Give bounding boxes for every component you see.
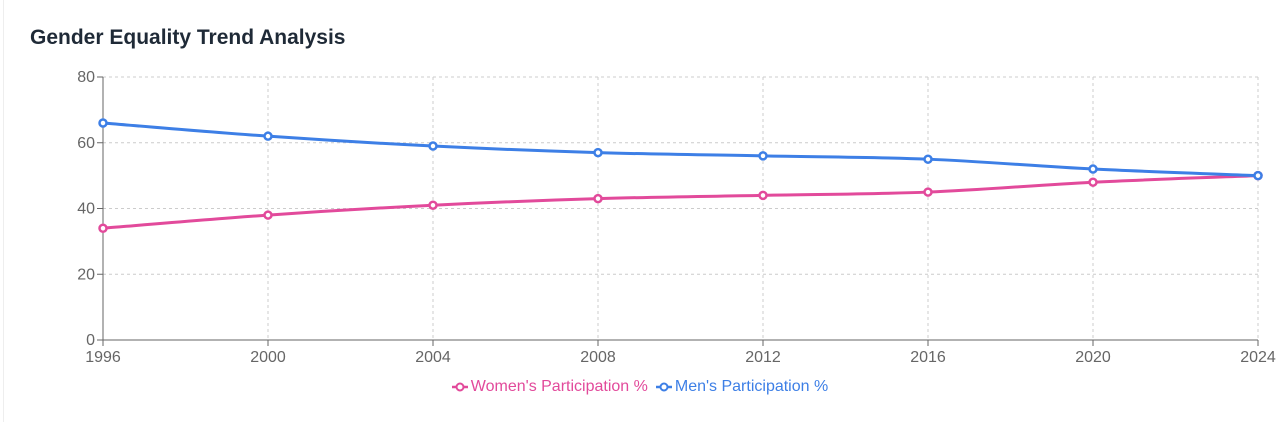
data-point <box>428 141 438 151</box>
y-tick-label: 40 <box>77 201 95 218</box>
series-line-0 <box>102 174 1259 230</box>
data-point <box>923 154 933 164</box>
legend-label: Women's Participation % <box>470 378 648 395</box>
legend-label: Men's Participation % <box>674 378 829 395</box>
series-group <box>98 118 1263 233</box>
data-point <box>593 147 603 158</box>
chart-card <box>4 0 1280 422</box>
y-tick-label: 20 <box>77 266 95 283</box>
data-point <box>263 131 273 141</box>
tick-labels: 0 20 40 60 80 1996 2000 2004 2008 2012 2016 2020 202… <box>77 69 1276 366</box>
x-tick-label: 2000 <box>250 349 286 366</box>
data-point <box>428 200 438 210</box>
data-point <box>1088 164 1098 174</box>
chart-title: Gender Equality Trend Analysis <box>30 26 346 49</box>
legend-line-marker-icon <box>655 382 672 392</box>
data-point <box>923 187 933 197</box>
data-point <box>593 193 603 204</box>
y-tick-label: 0 <box>86 332 95 349</box>
y-tick-label: 60 <box>77 135 95 152</box>
x-tick-label: 2016 <box>910 349 946 366</box>
axes <box>97 76 1259 346</box>
data-point <box>758 190 768 201</box>
series-line-1 <box>102 121 1259 178</box>
data-point <box>98 118 108 128</box>
legend-line-marker-icon <box>451 382 468 392</box>
grid <box>103 76 1259 340</box>
y-tick-label: 80 <box>77 69 95 86</box>
data-point <box>98 223 108 233</box>
legend: Women's Participation % Men's Participati… <box>0 378 1280 399</box>
x-tick-label: 2008 <box>580 349 616 366</box>
data-point <box>1253 170 1263 181</box>
legend-item-0[interactable]: Women's Participation % <box>451 378 648 396</box>
data-point <box>758 151 768 161</box>
data-point <box>263 210 273 220</box>
x-tick-label: 2012 <box>745 349 781 366</box>
data-point <box>1088 177 1098 187</box>
x-tick-label: 2020 <box>1075 349 1111 366</box>
legend-item-1[interactable]: Men's Participation % <box>655 378 829 396</box>
x-tick-label: 2004 <box>415 349 451 366</box>
x-tick-label: 2024 <box>1240 349 1276 366</box>
x-tick-label: 1996 <box>85 349 121 366</box>
